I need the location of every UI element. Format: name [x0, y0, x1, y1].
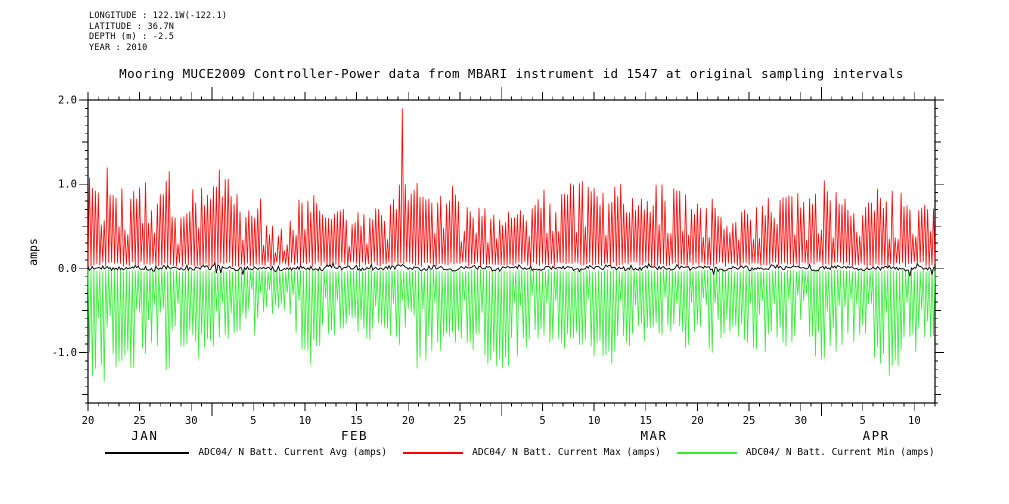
- legend-label-max: ADC04/ N Batt. Current Max (amps): [472, 447, 661, 458]
- legend-item-avg: ADC04/ N Batt. Current Avg (amps): [105, 447, 387, 458]
- month-label: JAN: [131, 428, 158, 443]
- y-axis-ticks: [79, 99, 944, 404]
- x-tick-label: 20: [82, 415, 95, 427]
- x-tick-label: 25: [743, 415, 756, 427]
- month-label: MAR: [641, 428, 668, 443]
- x-tick-label: 5: [250, 415, 256, 427]
- legend-label-min: ADC04/ N Batt. Current Min (amps): [745, 447, 935, 458]
- legend-line-avg-icon: [105, 451, 190, 454]
- x-axis-ticks: [87, 87, 936, 416]
- depth-line: DEPTH (m) : -2.5: [89, 32, 175, 42]
- legend-item-max: ADC04/ N Batt. Current Max (amps): [403, 447, 661, 458]
- legend-label-avg: ADC04/ N Batt. Current Avg (amps): [198, 447, 388, 458]
- page-title: Mooring MUCE2009 Controller-Power data f…: [119, 66, 904, 81]
- x-tick-label: 5: [539, 415, 545, 427]
- month-label: FEB: [341, 428, 368, 443]
- series-max-line: [87, 108, 936, 268]
- x-tick-label: 20: [402, 415, 415, 427]
- latitude-line: LATITUDE : 36.7N: [89, 21, 175, 32]
- legend-line-max-icon: [403, 451, 464, 454]
- series-avg-line: [87, 261, 936, 277]
- y-tick-label: 0.0: [58, 263, 77, 275]
- legend-line-min-icon: [676, 451, 737, 454]
- y-tick-label: 2.0: [58, 95, 77, 107]
- x-tick-label: 15: [350, 415, 363, 427]
- x-tick-label: 25: [133, 415, 146, 427]
- year-line: YEAR : 2010: [89, 42, 148, 53]
- x-tick-label: 5: [860, 415, 866, 427]
- x-tick-label: 30: [794, 415, 807, 427]
- y-tick-label: -1.0: [52, 347, 77, 359]
- longitude-line: LONGITUDE : 122.1W(-122.1): [89, 11, 228, 21]
- x-tick-label: 20: [691, 415, 704, 427]
- month-label: APR: [863, 428, 890, 443]
- x-tick-label: 10: [299, 415, 312, 427]
- x-tick-label: 30: [185, 415, 198, 427]
- x-tick-label: 10: [588, 415, 601, 427]
- x-tick-label: 15: [639, 415, 652, 427]
- legend: ADC04/ N Batt. Current Avg (amps) ADC04/…: [80, 447, 960, 458]
- legend-item-min: ADC04/ N Batt. Current Min (amps): [676, 447, 935, 458]
- x-tick-label: 25: [454, 415, 467, 427]
- y-tick-label: 1.0: [58, 179, 77, 191]
- x-tick-label: 10: [908, 415, 921, 427]
- station-info-block: LONGITUDE : 122.1W(-122.1) LATITUDE : 36…: [89, 11, 227, 53]
- series-min-line: [87, 269, 936, 382]
